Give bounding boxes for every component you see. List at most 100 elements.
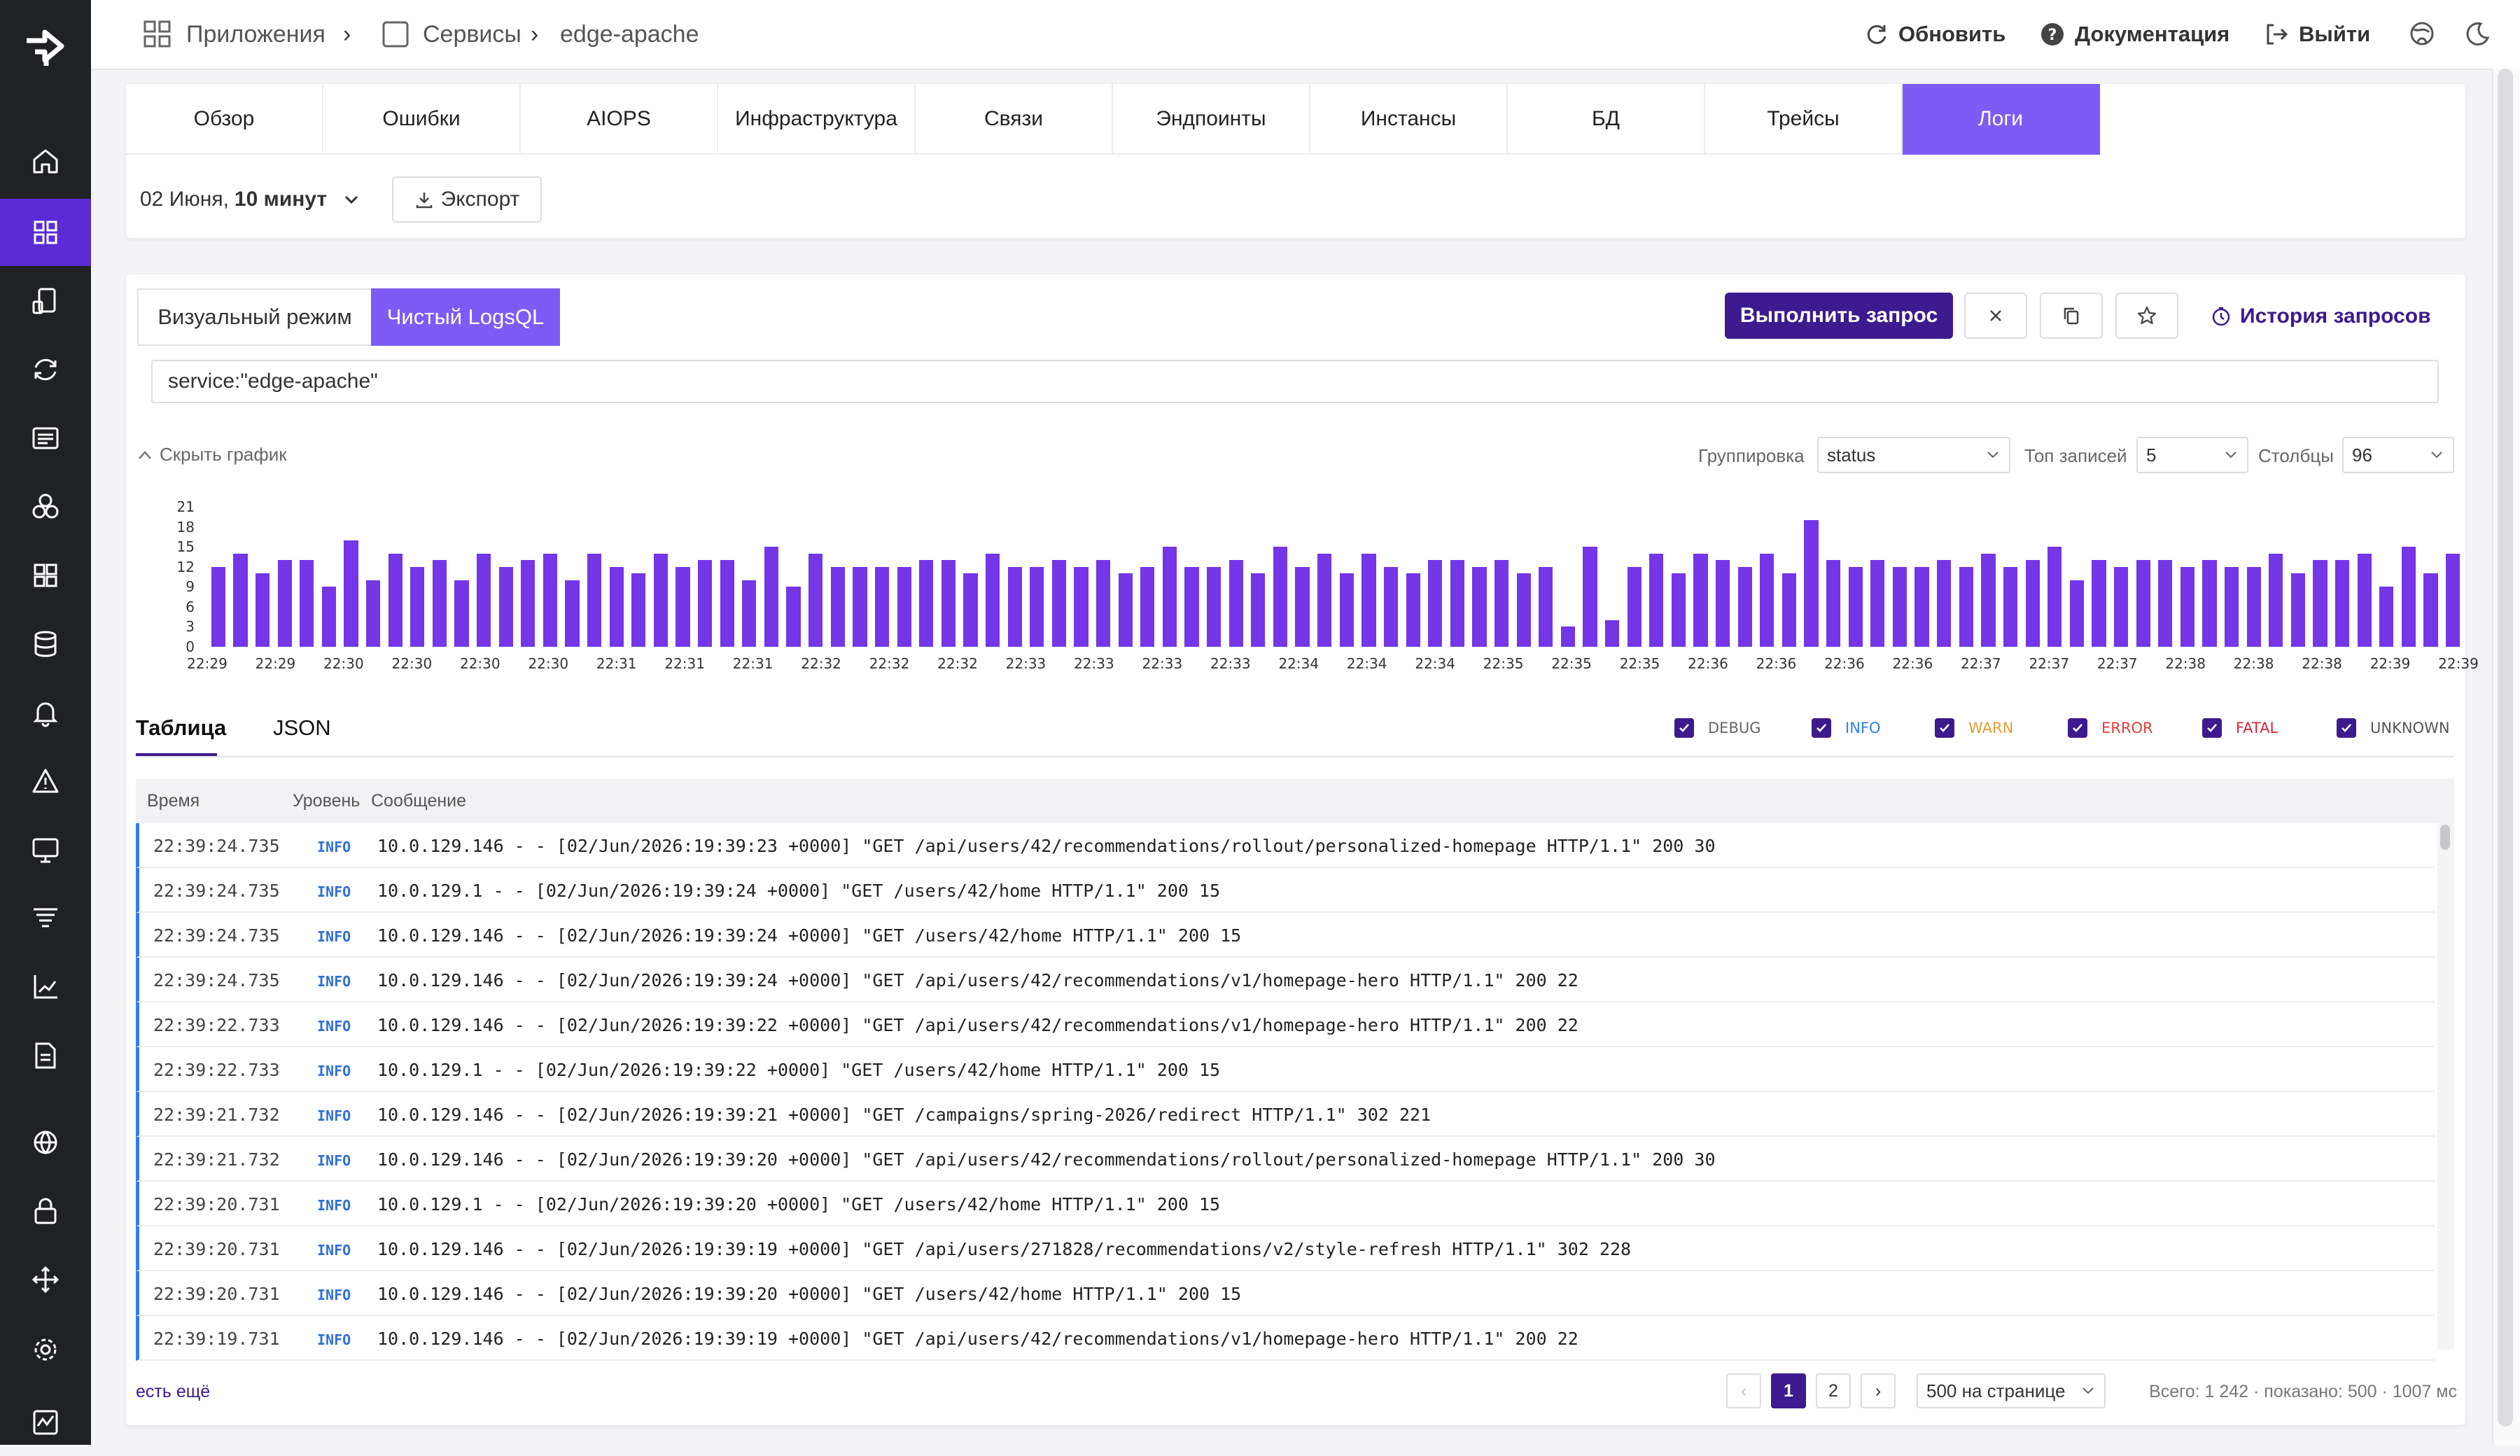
histogram-bar[interactable] [720, 560, 734, 647]
level-filter-unknown[interactable]: UNKNOWN [2337, 718, 2450, 738]
histogram-bar[interactable] [653, 553, 668, 647]
clear-query-button[interactable] [1964, 293, 2027, 339]
histogram-bar[interactable] [2047, 547, 2062, 647]
histogram-bar[interactable] [211, 566, 225, 647]
histogram-bar[interactable] [631, 573, 646, 647]
histogram-bar[interactable] [2379, 587, 2394, 647]
nav-bell-icon[interactable] [0, 679, 91, 746]
histogram-bar[interactable] [2313, 560, 2328, 647]
visual-mode-tab[interactable]: Визуальный режим [137, 288, 371, 346]
histogram-bar[interactable] [1450, 560, 1464, 647]
page-scrollbar-thumb[interactable] [2498, 69, 2513, 1427]
histogram-bar[interactable] [676, 566, 690, 647]
nav-chart-icon[interactable] [0, 953, 91, 1021]
nav-hexagons-icon[interactable] [0, 473, 91, 540]
histogram-bar[interactable] [2092, 560, 2106, 647]
histogram-bar[interactable] [233, 553, 248, 647]
histogram-bar[interactable] [1317, 553, 1332, 647]
language-globe-icon[interactable] [2408, 20, 2436, 48]
histogram-bar[interactable] [985, 553, 1000, 647]
page-2-button[interactable]: 2 [1816, 1373, 1851, 1408]
level-filter-fatal[interactable]: FATAL [2202, 718, 2278, 738]
tab-json-view[interactable]: JSON [273, 715, 331, 740]
log-row[interactable]: 22:39:24.735 INFO 10.0.129.146 - - [02/Jun… [136, 958, 2435, 1002]
histogram-bar[interactable] [874, 566, 890, 647]
checkbox-checked-icon[interactable] [1674, 718, 1694, 738]
histogram-bar[interactable] [255, 573, 270, 647]
histogram-bar[interactable] [1539, 566, 1553, 647]
histogram-bar[interactable] [941, 560, 955, 647]
hide-chart-toggle[interactable]: Скрыть график [137, 444, 287, 465]
breadcrumb-apps[interactable]: Приложения [141, 15, 326, 53]
histogram-bar[interactable] [1162, 547, 1177, 647]
histogram-bar[interactable] [498, 566, 513, 647]
histogram-bar[interactable] [410, 566, 425, 647]
histogram-bar[interactable] [609, 566, 624, 647]
histogram-bar[interactable] [1516, 573, 1531, 647]
histogram-bar[interactable] [1118, 573, 1133, 647]
histogram-bar[interactable] [1030, 566, 1044, 647]
histogram-bar[interactable] [963, 573, 978, 647]
histogram-bar[interactable] [1339, 573, 1354, 647]
nav-document-icon[interactable] [0, 1022, 91, 1089]
histogram-bar[interactable] [1096, 560, 1111, 647]
histogram-bar[interactable] [1494, 560, 1509, 647]
histogram-bar[interactable] [1782, 573, 1797, 647]
nav-home-icon[interactable] [0, 127, 91, 195]
log-row[interactable]: 22:39:24.735 INFO 10.0.129.146 - - [02/Jun… [136, 823, 2435, 868]
histogram-bar[interactable] [1826, 560, 1841, 647]
histogram-bar[interactable] [786, 587, 801, 647]
nav-move-icon[interactable] [0, 1246, 91, 1313]
histogram-bar[interactable] [1981, 553, 1996, 647]
histogram-bar[interactable] [1428, 560, 1443, 647]
log-row[interactable]: 22:39:22.733 INFO 10.0.129.146 - - [02/Jun… [136, 1002, 2435, 1047]
histogram-bar[interactable] [300, 560, 314, 647]
level-filter-warn[interactable]: WARN [1935, 718, 2013, 738]
histogram-bar[interactable] [2180, 566, 2194, 647]
log-row[interactable]: 22:39:21.732 INFO 10.0.129.146 - - [02/Jun… [136, 1092, 2435, 1137]
histogram-bar[interactable] [742, 580, 757, 647]
histogram-bar[interactable] [365, 580, 381, 647]
log-row[interactable]: 22:39:20.731 INFO 10.0.129.1 - - [02/Jun/2… [136, 1182, 2435, 1226]
export-button[interactable]: Экспорт [392, 176, 542, 223]
nav-grid-icon[interactable] [0, 542, 91, 609]
histogram-bar[interactable] [830, 566, 845, 647]
nav-settings-icon[interactable] [0, 1316, 91, 1383]
histogram-bar[interactable] [1693, 553, 1708, 647]
histogram-bar[interactable] [2136, 560, 2150, 647]
tab-infrastructure[interactable]: Инфраструктура [718, 84, 916, 155]
tab-endpoints[interactable]: Эндпоинты [1113, 84, 1310, 155]
histogram-bar[interactable] [2269, 553, 2283, 647]
nav-warning-icon[interactable] [0, 748, 91, 815]
grouping-select[interactable]: status [1817, 437, 2010, 473]
histogram-bar[interactable] [1649, 553, 1664, 647]
histogram-bar[interactable] [853, 566, 867, 647]
histogram-bar[interactable] [1804, 520, 1819, 647]
histogram-bar[interactable] [808, 553, 823, 647]
next-page-button[interactable]: › [1861, 1373, 1896, 1408]
per-page-select[interactable]: 500 на странице [1917, 1373, 2106, 1408]
histogram-bar[interactable] [1140, 566, 1155, 647]
logo-icon[interactable] [21, 25, 70, 74]
copy-query-button[interactable] [2040, 293, 2103, 339]
histogram-bar[interactable] [1074, 566, 1088, 647]
histogram-bar[interactable] [2003, 566, 2018, 647]
histogram-bar[interactable] [1560, 626, 1575, 647]
tab-instances[interactable]: Инстансы [1310, 84, 1508, 155]
checkbox-checked-icon[interactable] [2068, 718, 2087, 738]
histogram-bar[interactable] [1914, 566, 1929, 647]
level-filter-debug[interactable]: DEBUG [1674, 718, 1761, 738]
histogram-bar[interactable] [2113, 566, 2129, 647]
histogram-bar[interactable] [1406, 573, 1420, 647]
theme-moon-icon[interactable] [2464, 20, 2492, 48]
histogram-bar[interactable] [1583, 547, 1597, 647]
histogram-bar[interactable] [2423, 573, 2438, 647]
histogram-bar[interactable] [1892, 566, 1907, 647]
histogram-bar[interactable] [2158, 560, 2173, 647]
histogram-bar[interactable] [476, 553, 491, 647]
favorite-query-button[interactable] [2115, 293, 2178, 339]
tab-db[interactable]: БД [1508, 84, 1705, 155]
tab-relations[interactable]: Связи [916, 84, 1113, 155]
tab-overview[interactable]: Обзор [126, 84, 323, 155]
table-scrollbar[interactable] [2437, 823, 2454, 1350]
